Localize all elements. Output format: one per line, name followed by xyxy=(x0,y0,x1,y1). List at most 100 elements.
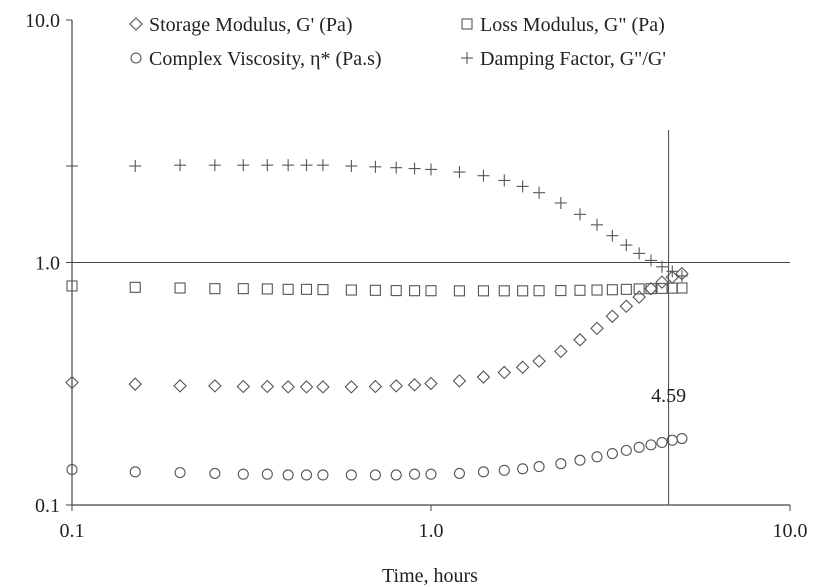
x-tick-label: 1.0 xyxy=(419,520,444,542)
data-point xyxy=(498,464,510,476)
data-point xyxy=(555,458,567,470)
data-point xyxy=(453,166,466,179)
data-point xyxy=(261,159,274,172)
data-point xyxy=(477,285,490,297)
reference-line-label: 4.59 xyxy=(651,385,686,407)
data-point xyxy=(591,218,604,231)
data-point xyxy=(408,162,421,175)
data-point xyxy=(66,280,78,292)
data-point xyxy=(655,275,669,289)
data-point xyxy=(533,461,545,473)
data-point xyxy=(517,463,529,475)
data-point xyxy=(620,444,632,456)
data-point xyxy=(345,284,357,296)
x-axis-label: Time, hours xyxy=(382,565,478,587)
data-point xyxy=(66,159,78,172)
data-point xyxy=(476,370,491,384)
legend-item: Storage Modulus, G' (Pa) xyxy=(129,14,353,36)
data-point xyxy=(316,159,329,172)
data-point xyxy=(606,229,619,242)
data-point xyxy=(65,375,79,390)
data-point xyxy=(591,451,603,463)
data-point xyxy=(389,379,403,393)
data-point xyxy=(453,467,465,479)
data-point xyxy=(345,469,357,481)
data-point xyxy=(645,283,657,295)
data-point xyxy=(317,284,329,296)
data-point xyxy=(299,380,314,394)
data-point xyxy=(300,469,313,481)
data-point xyxy=(281,380,295,394)
data-point xyxy=(606,447,618,460)
data-point xyxy=(368,379,383,394)
data-point xyxy=(517,285,529,297)
data-point xyxy=(390,469,402,481)
data-point xyxy=(282,283,294,295)
data-point xyxy=(644,281,658,296)
data-point xyxy=(316,380,330,394)
reference-lines: 4.59 xyxy=(72,130,790,505)
data-point xyxy=(237,468,249,480)
data-point xyxy=(261,468,273,480)
data-point xyxy=(174,282,186,294)
data-point xyxy=(208,159,221,172)
data-point xyxy=(655,260,668,273)
data-point xyxy=(666,265,679,278)
data-point xyxy=(407,378,422,392)
data-point xyxy=(573,208,586,221)
legend-label: Loss Modulus, G" (Pa) xyxy=(480,14,665,36)
data-point xyxy=(174,467,186,479)
data-point xyxy=(128,377,142,391)
data-point xyxy=(590,321,604,336)
legend-label: Damping Factor, G"/G' xyxy=(480,48,666,70)
data-point xyxy=(209,467,221,479)
data-point xyxy=(533,285,545,297)
data-point xyxy=(317,469,329,481)
series-plus xyxy=(66,159,688,282)
data-point xyxy=(498,285,510,297)
series-circle xyxy=(66,432,688,481)
data-point xyxy=(208,379,222,393)
data-point xyxy=(555,285,567,297)
data-point xyxy=(282,469,294,481)
data-point xyxy=(497,365,512,380)
data-point xyxy=(300,283,313,295)
data-point xyxy=(574,454,586,466)
data-point xyxy=(173,379,187,393)
data-point xyxy=(633,247,646,260)
data-point xyxy=(605,309,620,324)
axes: 0.1 1.0 10.0 0.1 1.0 10.0 xyxy=(25,10,808,542)
x-tick-label: 10.0 xyxy=(773,520,808,542)
data-point xyxy=(676,432,688,445)
legend-marker-square-icon xyxy=(461,18,473,30)
data-point xyxy=(409,285,421,297)
data-point xyxy=(498,174,511,187)
data-point xyxy=(533,186,546,199)
data-point xyxy=(66,464,78,476)
data-point xyxy=(425,468,437,480)
data-point xyxy=(632,290,646,304)
x-tick-label: 0.1 xyxy=(60,520,85,542)
data-point xyxy=(129,281,141,293)
series-diamond xyxy=(65,266,689,394)
data-point xyxy=(656,436,668,449)
legend: Storage Modulus, G' (Pa) Loss Modulus, G"… xyxy=(129,14,666,70)
data-point xyxy=(300,159,313,172)
data-point xyxy=(369,469,381,481)
data-point xyxy=(425,285,437,297)
data-point xyxy=(606,284,618,296)
data-point xyxy=(676,282,688,294)
legend-item: Loss Modulus, G" (Pa) xyxy=(461,14,665,36)
data-point xyxy=(516,180,529,193)
data-point xyxy=(633,441,645,453)
data-point xyxy=(369,284,381,296)
data-point xyxy=(390,285,402,297)
legend-item: Damping Factor, G"/G' xyxy=(461,48,666,70)
data-point xyxy=(532,354,546,368)
data-point xyxy=(369,160,382,173)
data-point xyxy=(425,163,437,176)
series-square xyxy=(66,280,688,297)
data-point xyxy=(261,283,273,295)
data-point xyxy=(345,159,358,172)
